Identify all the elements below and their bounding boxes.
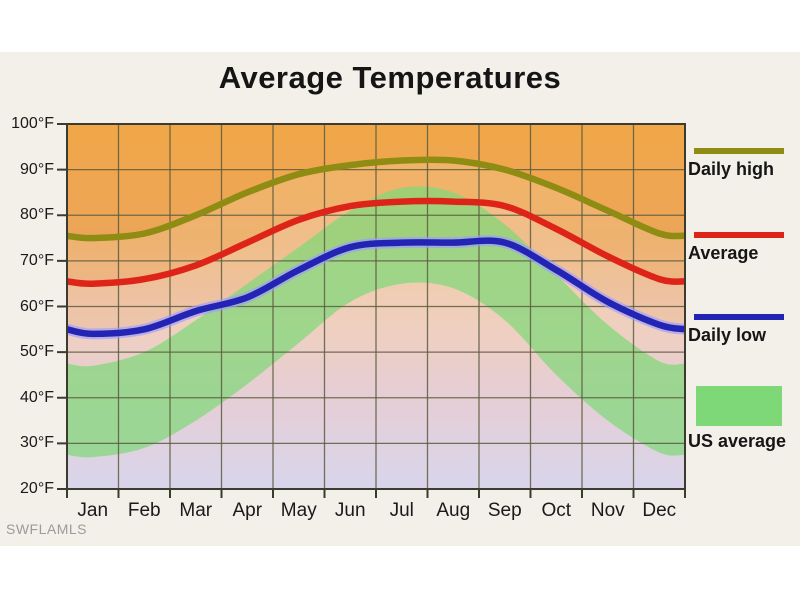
x-tick-label: Dec [633, 499, 685, 523]
legend-item-daily-high: Daily high [688, 148, 796, 180]
legend-item-us-average: US average [688, 386, 796, 452]
chart-title: Average Temperatures [70, 60, 710, 96]
legend-item-daily-low: Daily low [688, 314, 796, 346]
x-tick-label: Aug [427, 499, 479, 523]
watermark: SWFLAMLS [6, 521, 87, 537]
x-tick-label: Mar [170, 499, 222, 523]
average-label: Average [688, 243, 796, 264]
y-tick-label: 60°F [2, 297, 54, 317]
y-tick-label: 30°F [2, 433, 54, 453]
y-tick-label: 70°F [2, 251, 54, 271]
us-average-label: US average [688, 431, 796, 452]
daily-high-label: Daily high [688, 159, 796, 180]
x-tick-label: Feb [118, 499, 170, 523]
y-tick-label: 40°F [2, 388, 54, 408]
x-tick-label: Jul [376, 499, 428, 523]
x-tick-label: May [273, 499, 325, 523]
x-tick-label: Jun [324, 499, 376, 523]
legend-item-average: Average [688, 232, 796, 264]
x-tick-label: Jan [67, 499, 119, 523]
daily-low-swatch [694, 314, 784, 320]
average-swatch [694, 232, 784, 238]
x-tick-label: Sep [479, 499, 531, 523]
y-tick-label: 100°F [2, 114, 54, 134]
page: { "page": { "watermark": "SWFLAMLS", "pa… [0, 0, 800, 600]
y-tick-label: 80°F [2, 205, 54, 225]
daily-low-label: Daily low [688, 325, 796, 346]
y-tick-label: 50°F [2, 342, 54, 362]
x-tick-label: Apr [221, 499, 273, 523]
x-tick-label: Nov [582, 499, 634, 523]
us-average-swatch [696, 386, 782, 426]
y-tick-label: 20°F [2, 479, 54, 499]
x-tick-label: Oct [530, 499, 582, 523]
daily-high-swatch [694, 148, 784, 154]
y-tick-label: 90°F [2, 160, 54, 180]
